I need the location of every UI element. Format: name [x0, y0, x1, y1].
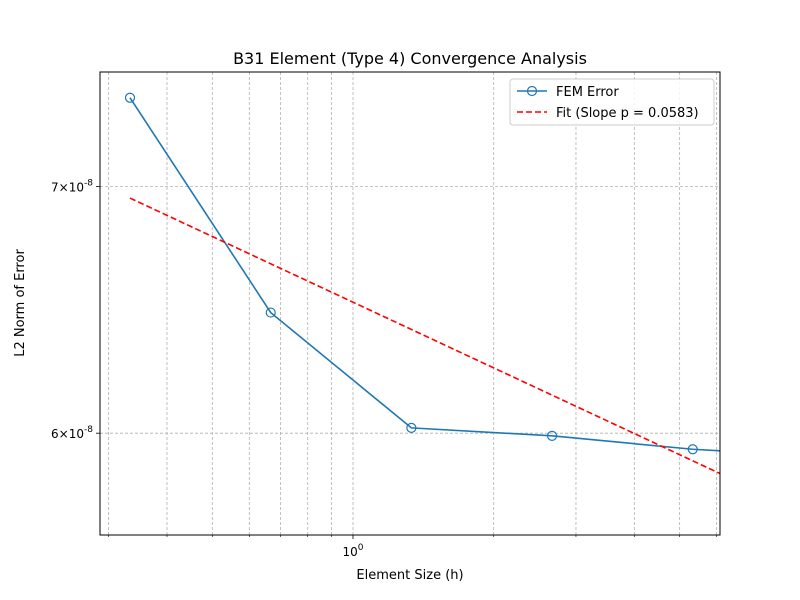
- y-tick-label: 7×10-8: [51, 179, 93, 195]
- y-axis-label: L2 Norm of Error: [13, 249, 28, 357]
- data-point: [265, 307, 276, 318]
- series-line-1: [129, 197, 720, 475]
- chart-title: B31 Element (Type 4) Convergence Analysi…: [233, 49, 587, 68]
- y-tick-label: 6×10-8: [51, 425, 93, 441]
- grid: [100, 72, 720, 535]
- series-layer: [124, 92, 720, 475]
- plot-frame: [99, 71, 721, 536]
- data-point: [124, 92, 136, 103]
- legend-fem-marker-icon: [526, 85, 538, 97]
- legend-box: [509, 78, 715, 126]
- data-point: [687, 444, 698, 455]
- x-axis-label: Element Size (h): [356, 568, 463, 583]
- legend-fit-label: Fit (Slope p = 0.0583): [556, 106, 699, 121]
- data-point: [406, 422, 417, 433]
- ticks: 100 6×10-8 7×10-8: [51, 179, 717, 559]
- legend: FEM Error Fit (Slope p = 0.0583): [509, 78, 715, 126]
- legend-fem-label: FEM Error: [556, 85, 619, 100]
- x-tick-label: 100: [342, 543, 363, 559]
- series-line-0: [129, 97, 720, 452]
- data-point: [546, 430, 558, 441]
